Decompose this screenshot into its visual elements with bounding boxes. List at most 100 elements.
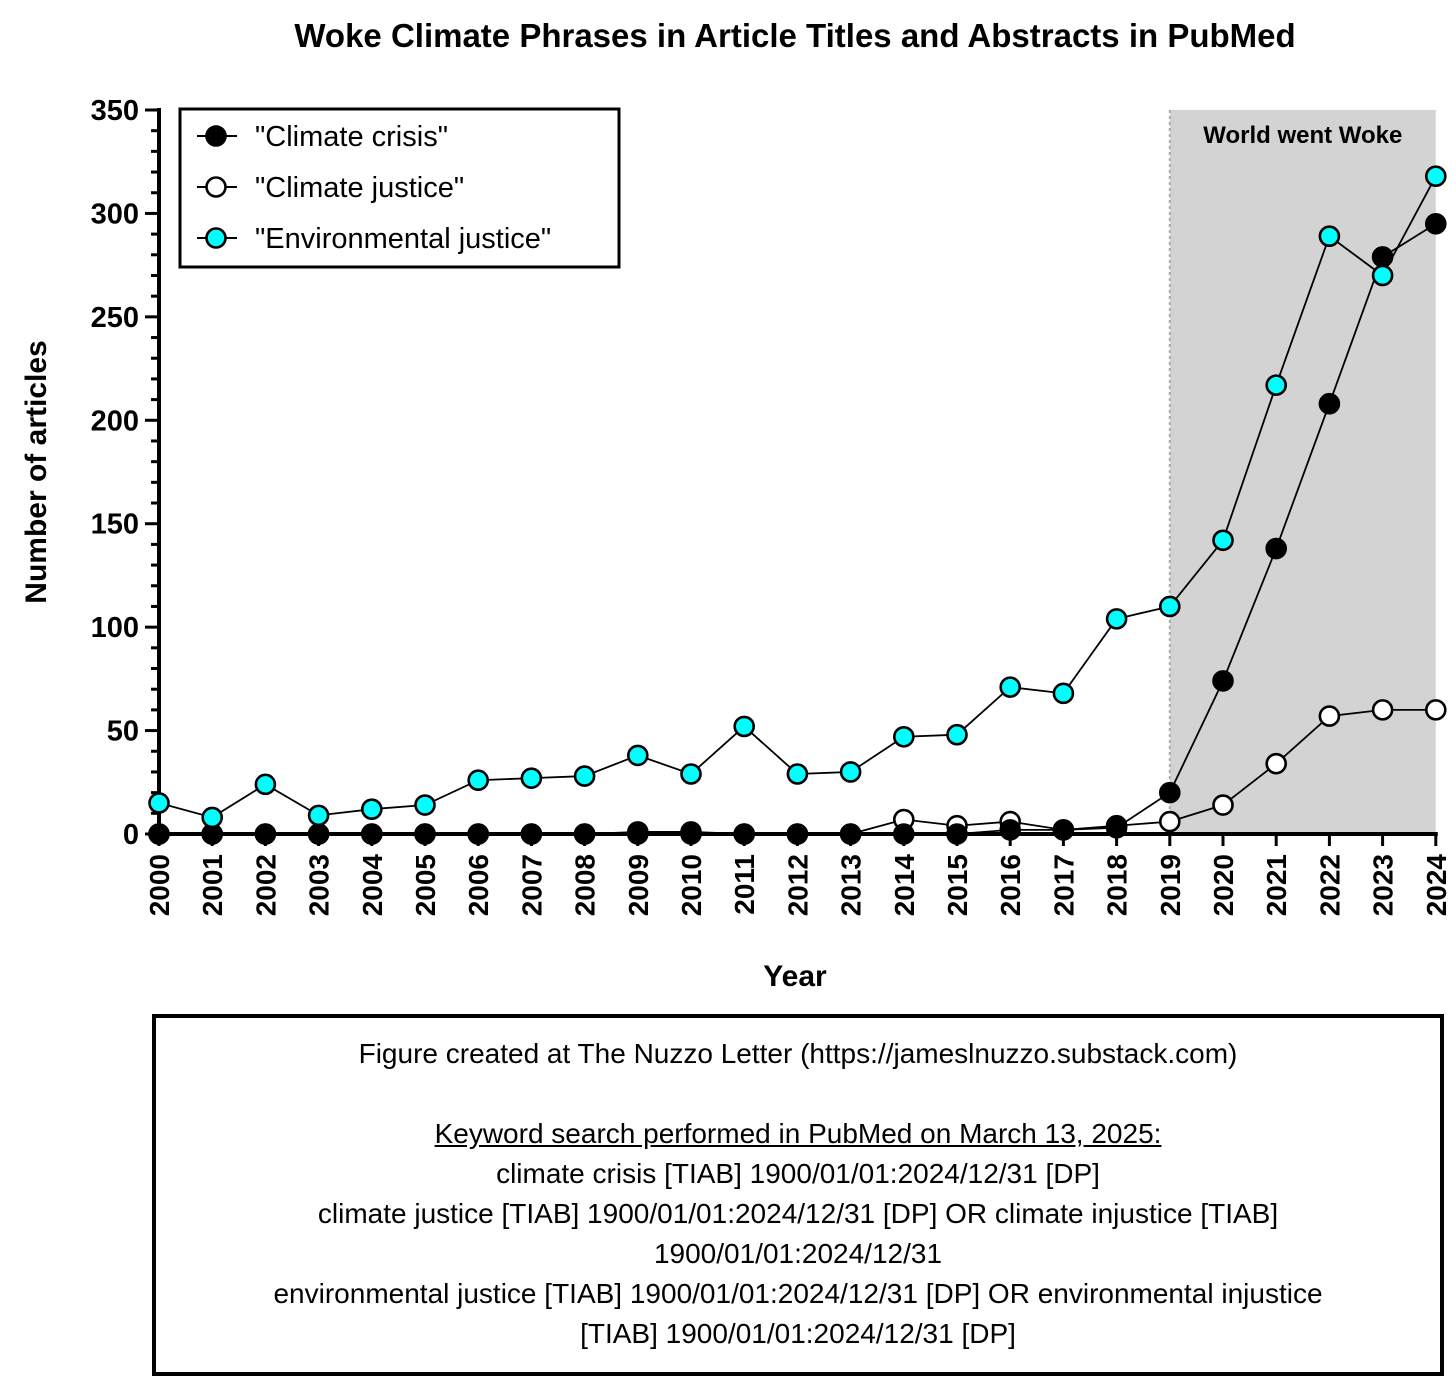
data-point xyxy=(680,821,702,843)
x-tick-label: 2019 xyxy=(1155,854,1186,916)
data-point xyxy=(680,763,702,785)
x-tick-label: 2009 xyxy=(623,854,654,916)
data-point xyxy=(1159,810,1181,833)
data-point xyxy=(414,823,436,845)
data-point xyxy=(1052,682,1075,705)
y-tick-label: 50 xyxy=(107,716,139,748)
search-line: climate justice [TIAB] 1900/01/01:2024/1… xyxy=(317,1198,1279,1229)
shaded-region-label: World went Woke xyxy=(1203,122,1402,149)
y-tick-label: 250 xyxy=(91,302,139,334)
data-point xyxy=(1265,752,1287,775)
y-tick-label: 200 xyxy=(91,405,139,437)
search-line: environmental justice [TIAB] 1900/01/01:… xyxy=(273,1278,1323,1309)
data-point xyxy=(201,806,223,829)
data-point xyxy=(1425,699,1447,721)
y-tick-label: 150 xyxy=(91,509,139,541)
data-point xyxy=(1371,699,1394,721)
data-point xyxy=(1318,225,1341,247)
data-point xyxy=(999,676,1022,698)
x-tick-label: 2023 xyxy=(1368,854,1399,916)
y-tick-label: 300 xyxy=(91,198,139,230)
data-point xyxy=(626,821,649,843)
data-point xyxy=(1212,670,1234,692)
data-point xyxy=(307,804,330,827)
data-point xyxy=(573,765,596,787)
data-point xyxy=(1212,529,1234,552)
data-point xyxy=(360,798,383,820)
x-tick-label: 2016 xyxy=(995,854,1026,916)
search-notes-box: Figure created at The Nuzzo Letter (http… xyxy=(152,1014,1444,1376)
data-point xyxy=(786,823,809,845)
x-tick-label: 2005 xyxy=(410,854,441,916)
legend-label: "Climate crisis" xyxy=(255,121,448,153)
legend-marker xyxy=(205,227,227,249)
y-axis-label: Number of articles xyxy=(20,340,53,603)
data-point xyxy=(786,763,809,785)
plot-area: World went Woke 0 50 100 150 200 250 300 350 2000… xyxy=(91,95,1452,916)
data-point xyxy=(1105,816,1128,839)
data-point xyxy=(946,823,968,845)
data-point xyxy=(520,767,543,789)
data-point xyxy=(999,819,1022,841)
legend-box xyxy=(178,107,621,269)
data-point xyxy=(307,823,330,845)
legend-label: "Environmental justice" xyxy=(255,223,551,255)
x-tick-label: 2018 xyxy=(1102,854,1133,916)
x-tick-label: 2017 xyxy=(1048,854,1079,916)
data-point xyxy=(414,794,436,816)
x-tick-label: 2008 xyxy=(570,854,601,916)
search-line: 1900/01/01:2024/12/31 xyxy=(653,1238,943,1269)
shaded-region xyxy=(1169,110,1436,834)
search-line: [TIAB] 1900/01/01:2024/12/31 [DP] xyxy=(580,1318,1016,1349)
data-point xyxy=(892,823,915,845)
x-tick-label: 2022 xyxy=(1314,854,1345,916)
x-tick-label: 2011 xyxy=(729,854,760,915)
data-point xyxy=(1105,608,1128,630)
data-point xyxy=(467,769,490,792)
chart-title: Woke Climate Phrases in Article Titles a… xyxy=(294,17,1295,54)
data-point xyxy=(254,773,277,796)
x-tick-label: 2000 xyxy=(144,854,175,916)
x-tick-label: 2021 xyxy=(1261,854,1292,916)
x-tick-label: 2004 xyxy=(357,854,388,917)
x-tick-label: 2014 xyxy=(889,854,920,917)
line-chart: Woke Climate Phrases in Article Titles a… xyxy=(20,17,1452,993)
legend-label: "Climate justice" xyxy=(255,172,464,204)
data-point xyxy=(148,792,170,814)
x-tick-label: 2012 xyxy=(782,854,813,916)
data-point xyxy=(1265,374,1287,396)
x-tick-label: 2010 xyxy=(676,854,707,916)
data-point xyxy=(254,823,277,845)
data-point xyxy=(1371,246,1394,268)
data-point xyxy=(1425,165,1447,187)
y-tick-label: 350 xyxy=(91,95,139,127)
x-tick-label: 2006 xyxy=(463,854,494,916)
y-tick-label: 100 xyxy=(91,612,139,644)
data-point xyxy=(1265,537,1287,560)
x-axis-label: Year xyxy=(763,960,827,993)
data-point xyxy=(839,823,862,845)
x-tick-label: 2020 xyxy=(1208,854,1239,916)
data-point xyxy=(946,723,968,746)
data-point xyxy=(1159,595,1181,618)
data-point xyxy=(1159,781,1181,804)
data-point xyxy=(839,761,862,783)
search-heading: Keyword search performed in PubMed on Ma… xyxy=(434,1118,1162,1149)
data-point xyxy=(892,725,915,748)
data-point xyxy=(1425,212,1447,235)
data-point xyxy=(626,744,649,767)
data-point xyxy=(1212,794,1234,816)
data-point xyxy=(1318,705,1341,727)
x-tick-label: 2001 xyxy=(197,854,228,916)
data-point xyxy=(573,823,596,845)
x-tick-label: 2015 xyxy=(942,854,973,916)
data-point xyxy=(467,823,490,845)
data-point xyxy=(360,823,383,845)
data-point xyxy=(520,823,543,845)
x-tick-label: 2013 xyxy=(836,854,867,916)
x-tick-label: 2007 xyxy=(516,854,547,916)
x-tick-label: 2002 xyxy=(250,854,281,916)
legend-marker xyxy=(205,176,227,198)
figure-credit: Figure created at The Nuzzo Letter (http… xyxy=(358,1038,1238,1069)
data-point xyxy=(733,823,756,845)
